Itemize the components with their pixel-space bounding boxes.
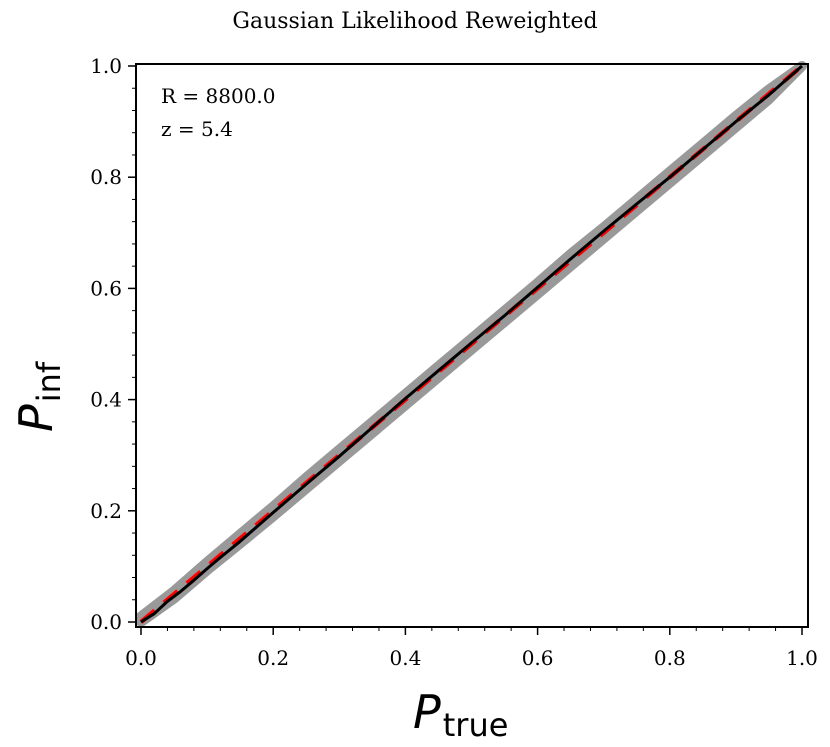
x-tick-label: 0.0 — [125, 646, 157, 670]
y-tick-label: 0.2 — [90, 499, 122, 523]
axes-frame — [135, 63, 809, 628]
y-tick-label: 0.6 — [90, 276, 122, 300]
y-axis-label-group: Pinf — [9, 361, 68, 432]
y-axis-label: Pinf — [9, 361, 68, 432]
plot-area — [136, 61, 807, 627]
y-tick-label: 0.8 — [90, 165, 122, 189]
annotation-r: R = 8800.0 — [161, 84, 276, 108]
x-axis-label-subscript: true — [443, 706, 509, 744]
x-axis-label: Ptrue — [413, 685, 508, 744]
y-tick-label: 0.0 — [90, 610, 122, 634]
x-axis-ticks: 0.0 0.2 0.4 0.6 0.8 1.0 — [125, 627, 818, 670]
measured-series-line — [140, 64, 803, 624]
y-tick-label: 0.4 — [90, 388, 122, 412]
x-axis-label-main: P — [413, 685, 441, 739]
annotation-z: z = 5.4 — [161, 117, 233, 141]
y-tick-label: 1.0 — [90, 54, 122, 78]
x-tick-label: 0.6 — [522, 646, 554, 670]
chart-title: Gaussian Likelihood Reweighted — [232, 9, 597, 34]
y-axis-label-subscript: inf — [30, 361, 68, 402]
x-tick-label: 1.0 — [786, 646, 818, 670]
y-axis-ticks: 0.0 0.2 0.4 0.6 0.8 1.0 — [90, 54, 136, 634]
x-tick-label: 0.2 — [257, 646, 289, 670]
x-tick-label: 0.8 — [654, 646, 686, 670]
y-axis-label-main: P — [9, 404, 63, 432]
x-tick-label: 0.4 — [389, 646, 421, 670]
